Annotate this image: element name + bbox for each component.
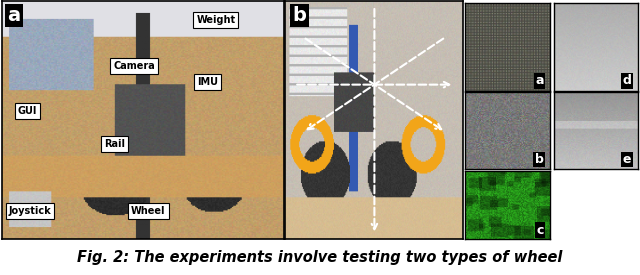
Text: IMU: IMU: [197, 77, 218, 87]
Text: d: d: [623, 74, 631, 87]
Text: a: a: [8, 6, 20, 25]
Text: Rail: Rail: [104, 139, 125, 149]
Text: b: b: [292, 6, 307, 25]
Text: a: a: [535, 74, 543, 87]
Text: Joystick: Joystick: [9, 206, 51, 216]
Text: Fig. 2: The experiments involve testing two types of wheel: Fig. 2: The experiments involve testing …: [77, 250, 563, 265]
Text: Camera: Camera: [113, 60, 155, 71]
Text: b: b: [534, 153, 543, 166]
Text: c: c: [536, 224, 543, 236]
Text: GUI: GUI: [17, 106, 37, 116]
Text: Wheel: Wheel: [131, 206, 166, 216]
Text: Weight: Weight: [196, 15, 236, 25]
Text: e: e: [623, 153, 631, 166]
